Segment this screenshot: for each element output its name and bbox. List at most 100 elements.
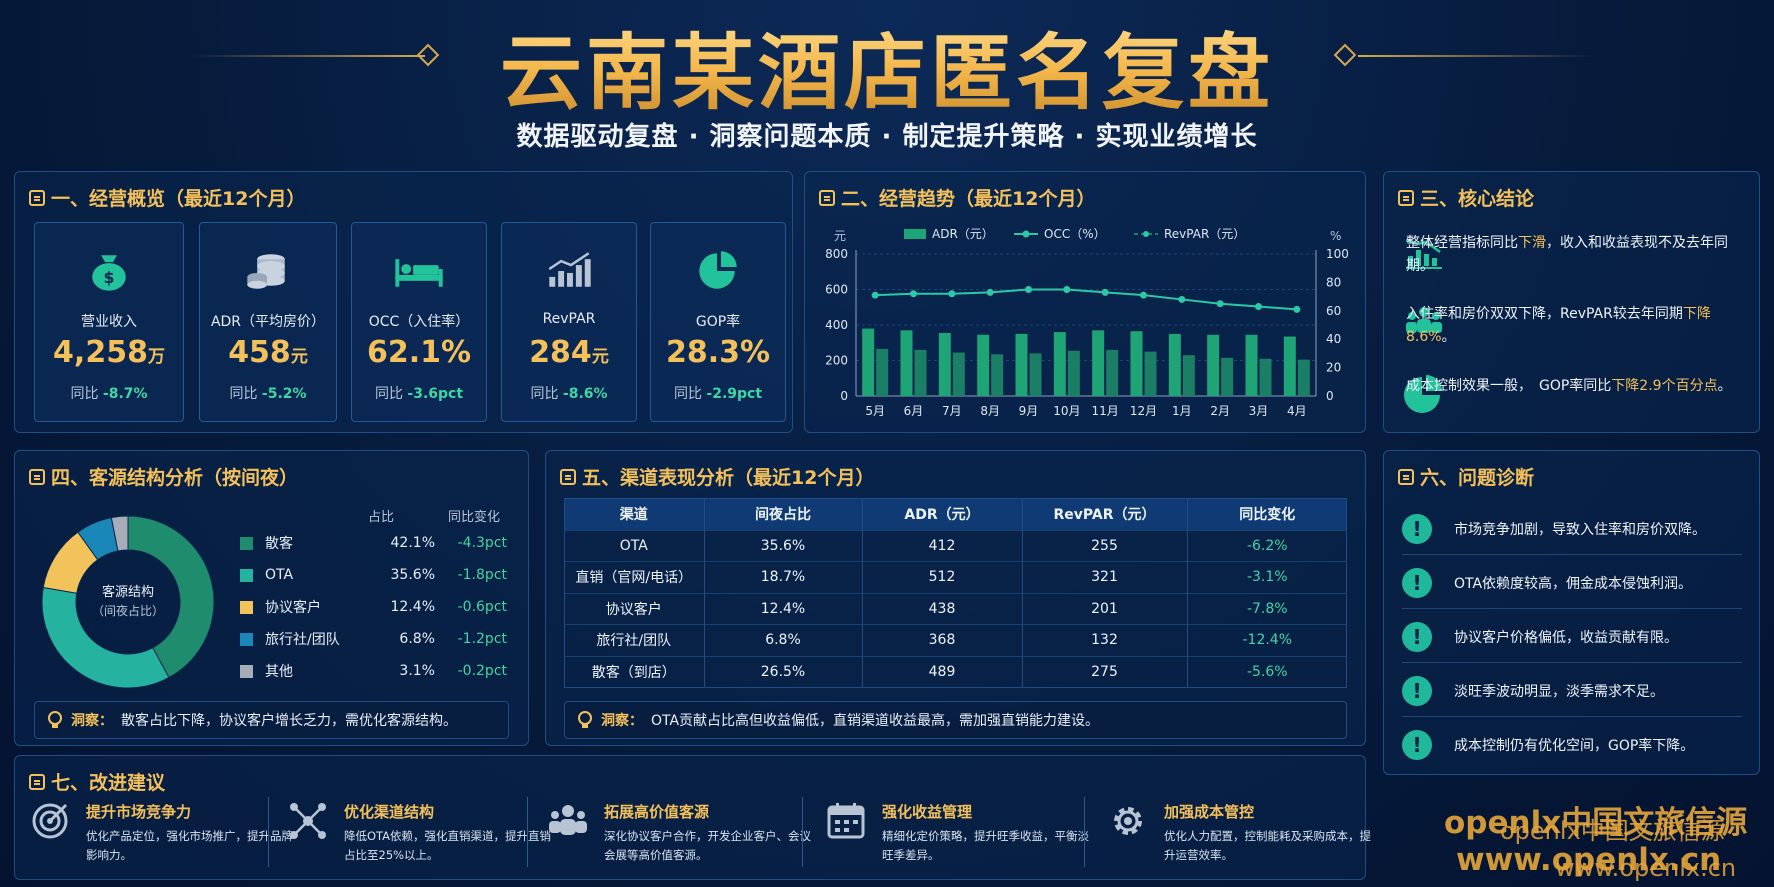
bar-adr (1015, 333, 1028, 396)
bar-adr (1053, 332, 1066, 396)
kpi-label: GOP率 (695, 314, 741, 330)
chart-down-icon (1405, 238, 1442, 269)
kpi-card-revpar: RevPAR 284元 同比 -8.6% (501, 222, 637, 422)
section-icon (29, 773, 45, 790)
th-channel: 渠道 (564, 498, 705, 530)
donut-slice (41, 586, 170, 689)
bar-revpar (914, 349, 927, 396)
bed-icon (395, 259, 443, 287)
th-adr: ADR（元） (862, 498, 1023, 530)
legend-row: 其他 3.1% -0.2pct (240, 656, 520, 686)
bar-revpar (1144, 351, 1157, 396)
kpi-card-gop: GOP率 28.3% 同比 -2.9pct (650, 222, 786, 422)
channel-insight: 洞察： OTA贡献占比高但收益偏低，直销渠道收益最高，需加强直销能力建设。 (564, 701, 1347, 739)
bar-adr (977, 334, 990, 396)
svg-text:$: $ (104, 268, 115, 287)
legend-swatch (240, 600, 253, 614)
legend-swatch (240, 632, 253, 646)
section-icon (29, 189, 45, 206)
legend-row: 散客 42.1% -4.3pct (240, 528, 520, 558)
diagnosis-item: ! 成本控制仍有优化空间，GOP率下降。 (1402, 719, 1742, 771)
x-tick-label: 11月 (1092, 404, 1119, 418)
bar-adr (1207, 334, 1220, 396)
conclusions-panel: 三、核心结论 (1383, 171, 1760, 433)
point-occ (1178, 295, 1186, 303)
y-tick-label-right: 80 (1326, 275, 1341, 289)
diagnosis-item: ! OTA依赖度较高，佣金成本侵蚀利润。 (1402, 557, 1742, 609)
suggestion-item: 加强成本管控 优化人力配置，控制能耗及采购成本，提升运营效率。 (1108, 795, 1371, 875)
conclusion-2: 入住率和房价双双下降，RevPAR较去年同期下降8.6%。 (1406, 306, 1711, 345)
suggestion-item: 强化收益管理 精细化定价策略，提升旺季收益，平衡淡旺季差异。 (826, 795, 1089, 875)
section-icon (819, 189, 835, 206)
point-occ (1255, 303, 1262, 311)
suggestions-panel: 七、改进建议 (14, 755, 1366, 880)
kpi-value: 284元 (529, 335, 609, 370)
conclusion-3: 成本控制效果一般， GOP率同比下降2.9个百分点。 (1406, 378, 1732, 394)
donut-center-subtitle: （间夜占比） (91, 604, 164, 618)
source-panel: 四、客源结构分析（按间夜） (14, 450, 529, 746)
diagnosis-panel: 六、问题诊断 (1383, 450, 1760, 775)
bar-adr (1168, 333, 1181, 396)
alert-icon: ! (1402, 730, 1432, 760)
section-icon (560, 468, 576, 485)
bar-revpar (1297, 359, 1310, 396)
legend-swatch-adr (904, 229, 926, 239)
people-icon (1406, 307, 1442, 333)
y-tick-label-right: 100 (1326, 247, 1349, 261)
kpi-value: 458元 (228, 335, 308, 370)
kpi-yoy: 同比 -3.6pct (374, 386, 464, 402)
trend-chart: 元 % 0 200 400 600 800 0 20 40 60 80 100 5月 6月 7月 8月 9月 10月… (825, 227, 1349, 418)
overview-title: 一、经营概览（最近12个月） (29, 184, 305, 211)
target-icon (32, 803, 68, 839)
kpi-card-revenue: $ 营业收入 4,258万 同比 -8.7% (34, 222, 184, 422)
coins-icon (247, 254, 285, 289)
donut-slice (127, 515, 215, 679)
watermark-url: www.openlx.cn (1555, 854, 1737, 882)
lightbulb-icon (578, 711, 592, 728)
kpi-value: 62.1% (366, 335, 472, 370)
legend-swatch (240, 568, 253, 582)
diagnosis-item: ! 市场竞争加剧，导致入住率和房价双降。 (1402, 503, 1742, 555)
kpi-yoy: 同比 -2.9pct (673, 386, 763, 402)
point-occ (1140, 291, 1147, 299)
diagnosis-item: ! 协议客户价格偏低，收益贡献有限。 (1402, 611, 1742, 663)
bar-revpar (1029, 353, 1042, 396)
kpi-card-occ: OCC（入住率） 62.1% 同比 -3.6pct (351, 222, 487, 422)
point-occ (1025, 286, 1032, 293)
alert-icon: ! (1402, 621, 1432, 652)
point-occ (1293, 305, 1301, 313)
title-decoration-left (190, 55, 425, 57)
y-axis-unit-right: % (1330, 229, 1341, 243)
kpi-value: 4,258万 (53, 335, 165, 370)
conclusion-1: 整体经营指标同比下滑，收入和收益表现不及去年同期。 (1406, 235, 1728, 274)
legend-label-revpar: RevPAR（元） (1164, 227, 1245, 241)
section-icon (1398, 189, 1414, 206)
conclusions-title: 三、核心结论 (1398, 184, 1534, 211)
section-icon (1398, 468, 1414, 485)
point-occ (1101, 288, 1109, 296)
gear-icon (1114, 807, 1142, 835)
section-icon (29, 468, 45, 485)
title-decoration-right (1358, 55, 1593, 57)
legend-label-adr: ADR（元） (932, 227, 994, 241)
alert-icon: ! (1402, 513, 1432, 544)
point-occ (1063, 286, 1071, 293)
x-tick-label: 8月 (980, 404, 1000, 418)
bar-revpar (1259, 358, 1272, 396)
point-occ (948, 290, 956, 298)
suggestion-item: 优化渠道结构 降低OTA依赖，强化直销渠道，提升直销占比至25%以上。 (288, 795, 551, 875)
legend-marker-revpar (1143, 231, 1149, 237)
legend-swatch (240, 664, 253, 678)
th-share: 间夜占比 (704, 498, 863, 530)
trend-title: 二、经营趋势（最近12个月） (819, 184, 1095, 211)
kpi-label: RevPAR (542, 311, 596, 327)
bar-adr (1092, 330, 1105, 396)
line-occ (875, 288, 1297, 311)
page-title: 云南某酒店匿名复盘 (0, 6, 1774, 125)
y-tick-label-right: 40 (1326, 332, 1341, 346)
bar-adr (862, 328, 875, 396)
kpi-yoy: 同比 -5.2% (229, 386, 307, 402)
th-revpar: RevPAR（元） (1022, 498, 1188, 530)
x-tick-label: 12月 (1130, 404, 1157, 418)
x-tick-label: 2月 (1210, 404, 1230, 418)
